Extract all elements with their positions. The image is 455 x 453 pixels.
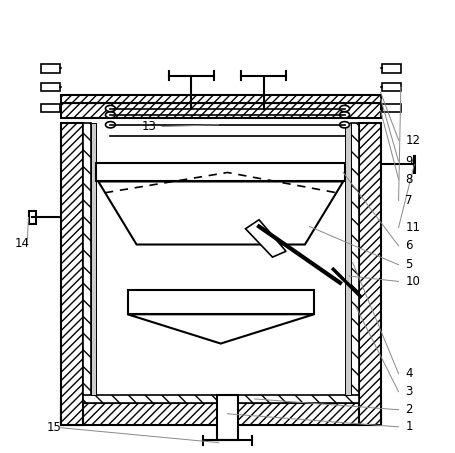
Bar [351, 123, 359, 403]
Ellipse shape [106, 121, 116, 128]
Bar [382, 64, 401, 72]
Text: 6: 6 [405, 239, 413, 252]
Text: 1: 1 [405, 420, 413, 434]
Ellipse shape [106, 112, 116, 118]
Bar [382, 83, 401, 92]
Ellipse shape [339, 112, 349, 118]
Ellipse shape [106, 106, 116, 112]
Bar [61, 103, 380, 118]
Bar [96, 164, 345, 182]
Text: 11: 11 [405, 221, 420, 234]
Bar [61, 123, 82, 424]
Bar [345, 123, 351, 395]
Text: 7: 7 [405, 194, 413, 207]
Bar [40, 83, 60, 92]
Ellipse shape [339, 121, 349, 128]
Bar [40, 104, 60, 112]
Bar [91, 123, 96, 395]
Text: 13: 13 [141, 120, 156, 133]
Polygon shape [98, 182, 343, 245]
Text: 14: 14 [15, 237, 30, 250]
Text: 12: 12 [405, 134, 420, 147]
Bar [82, 395, 359, 403]
Bar [359, 123, 380, 424]
Polygon shape [246, 220, 286, 257]
Bar [61, 403, 380, 424]
Ellipse shape [339, 106, 349, 112]
Bar [217, 395, 238, 440]
Bar [82, 123, 91, 403]
Bar [61, 95, 380, 103]
Bar [29, 211, 35, 224]
Text: 8: 8 [405, 173, 413, 186]
Text: 10: 10 [405, 275, 420, 288]
Text: 2: 2 [405, 403, 413, 416]
Text: 4: 4 [405, 367, 413, 380]
Bar [382, 104, 401, 112]
Bar [127, 289, 314, 314]
Text: 3: 3 [405, 385, 413, 398]
Text: 15: 15 [47, 421, 61, 434]
Text: 9: 9 [405, 155, 413, 168]
Polygon shape [127, 314, 314, 343]
Bar [40, 64, 60, 72]
Text: 5: 5 [405, 258, 413, 271]
